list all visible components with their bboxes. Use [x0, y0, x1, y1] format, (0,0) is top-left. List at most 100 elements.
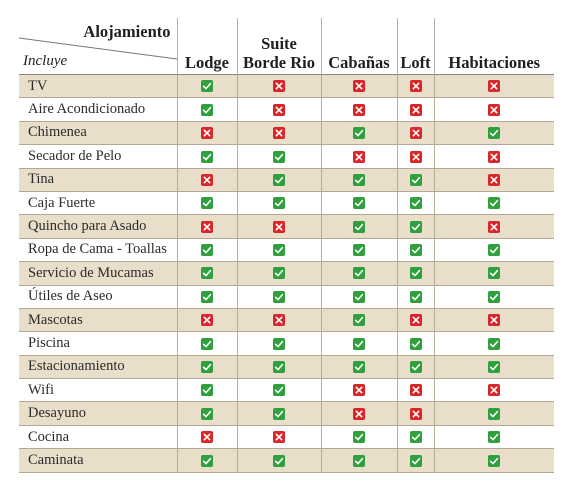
amenity-label: Secador de Pelo	[19, 144, 177, 169]
table-row: Servicio de Mucamas	[19, 261, 554, 286]
availability-cell	[176, 144, 237, 169]
availability-cell	[320, 448, 397, 473]
cross-icon	[488, 150, 501, 163]
availability-cell	[320, 121, 397, 146]
amenity-label: Útiles de Aseo	[19, 285, 177, 309]
availability-cell	[396, 378, 434, 403]
check-icon	[488, 361, 501, 374]
check-icon	[353, 290, 365, 303]
availability-cell	[396, 144, 434, 169]
cross-icon	[353, 80, 365, 93]
availability-cell	[320, 308, 397, 333]
availability-cell	[396, 74, 434, 99]
amenity-label: Estacionamiento	[19, 355, 177, 380]
availability-cell	[396, 191, 434, 216]
availability-cell	[396, 97, 434, 122]
corner-label-incluye: Incluye	[23, 53, 68, 69]
check-icon	[201, 454, 213, 467]
availability-cell	[176, 168, 237, 192]
cross-icon	[409, 103, 422, 116]
corner-label-alojamiento: Alojamiento	[83, 22, 171, 41]
check-icon	[353, 314, 365, 327]
availability-cell	[236, 74, 321, 99]
check-icon	[409, 267, 422, 280]
check-icon	[488, 407, 501, 420]
check-icon	[201, 361, 213, 374]
check-icon	[201, 80, 213, 93]
availability-cell	[396, 214, 434, 239]
cross-icon	[409, 407, 422, 420]
availability-cell	[396, 168, 434, 192]
check-icon	[353, 220, 365, 233]
availability-cell	[236, 448, 321, 473]
column-header-line2: Cabañas	[328, 53, 390, 72]
availability-cell	[396, 401, 434, 426]
availability-cell	[396, 121, 434, 146]
availability-cell	[176, 308, 237, 333]
availability-cell	[176, 74, 237, 99]
check-icon	[273, 173, 285, 186]
check-icon	[353, 244, 365, 257]
cross-icon	[409, 314, 422, 327]
column-header-line2: Habitaciones	[448, 53, 541, 72]
check-icon	[273, 384, 285, 397]
check-icon	[488, 337, 501, 350]
check-icon	[409, 244, 422, 257]
availability-cell	[176, 285, 237, 309]
availability-cell	[176, 121, 237, 146]
check-icon	[201, 103, 213, 116]
check-icon	[488, 431, 501, 444]
column-header-line2: Borde Rio	[243, 53, 315, 72]
cross-icon	[488, 314, 501, 327]
cross-icon	[409, 80, 422, 93]
table-row: Tina	[19, 168, 554, 192]
amenity-label: Servicio de Mucamas	[19, 261, 177, 286]
check-icon	[273, 407, 285, 420]
check-icon	[273, 337, 285, 350]
amenity-label: Tina	[19, 168, 177, 192]
check-icon	[353, 361, 365, 374]
check-icon	[201, 197, 213, 210]
cross-icon	[353, 384, 365, 397]
availability-cell	[433, 261, 554, 286]
availability-cell	[320, 331, 397, 356]
availability-cell	[236, 121, 321, 146]
check-icon	[488, 197, 501, 210]
availability-cell	[320, 168, 397, 192]
column-header-line2: Loft	[400, 53, 431, 72]
availability-cell	[320, 378, 397, 403]
availability-cell	[433, 168, 554, 192]
availability-cell	[320, 401, 397, 426]
availability-cell	[396, 261, 434, 286]
availability-cell	[433, 238, 554, 263]
check-icon	[353, 267, 365, 280]
cross-icon	[409, 127, 422, 140]
availability-cell	[176, 355, 237, 380]
availability-cell	[320, 285, 397, 309]
availability-cell	[320, 238, 397, 263]
availability-cell	[433, 74, 554, 99]
availability-cell	[433, 448, 554, 473]
check-icon	[273, 361, 285, 374]
availability-cell	[396, 308, 434, 333]
check-icon	[201, 267, 213, 280]
cross-icon	[273, 220, 285, 233]
availability-cell	[396, 448, 434, 473]
check-icon	[488, 267, 501, 280]
check-icon	[409, 197, 422, 210]
check-icon	[273, 290, 285, 303]
availability-cell	[433, 285, 554, 309]
table-row: Wifi	[19, 378, 554, 403]
availability-cell	[236, 285, 321, 309]
availability-cell	[236, 261, 321, 286]
amenity-label: Chimenea	[19, 121, 177, 146]
availability-cell	[320, 261, 397, 286]
amenity-label: Quincho para Asado	[19, 214, 177, 239]
availability-cell	[236, 401, 321, 426]
cross-icon	[488, 103, 501, 116]
column-header-suite-borde-rio: Suite Borde Rio	[236, 18, 321, 75]
check-icon	[488, 290, 501, 303]
availability-cell	[236, 331, 321, 356]
availability-cell	[433, 97, 554, 122]
availability-cell	[433, 214, 554, 239]
